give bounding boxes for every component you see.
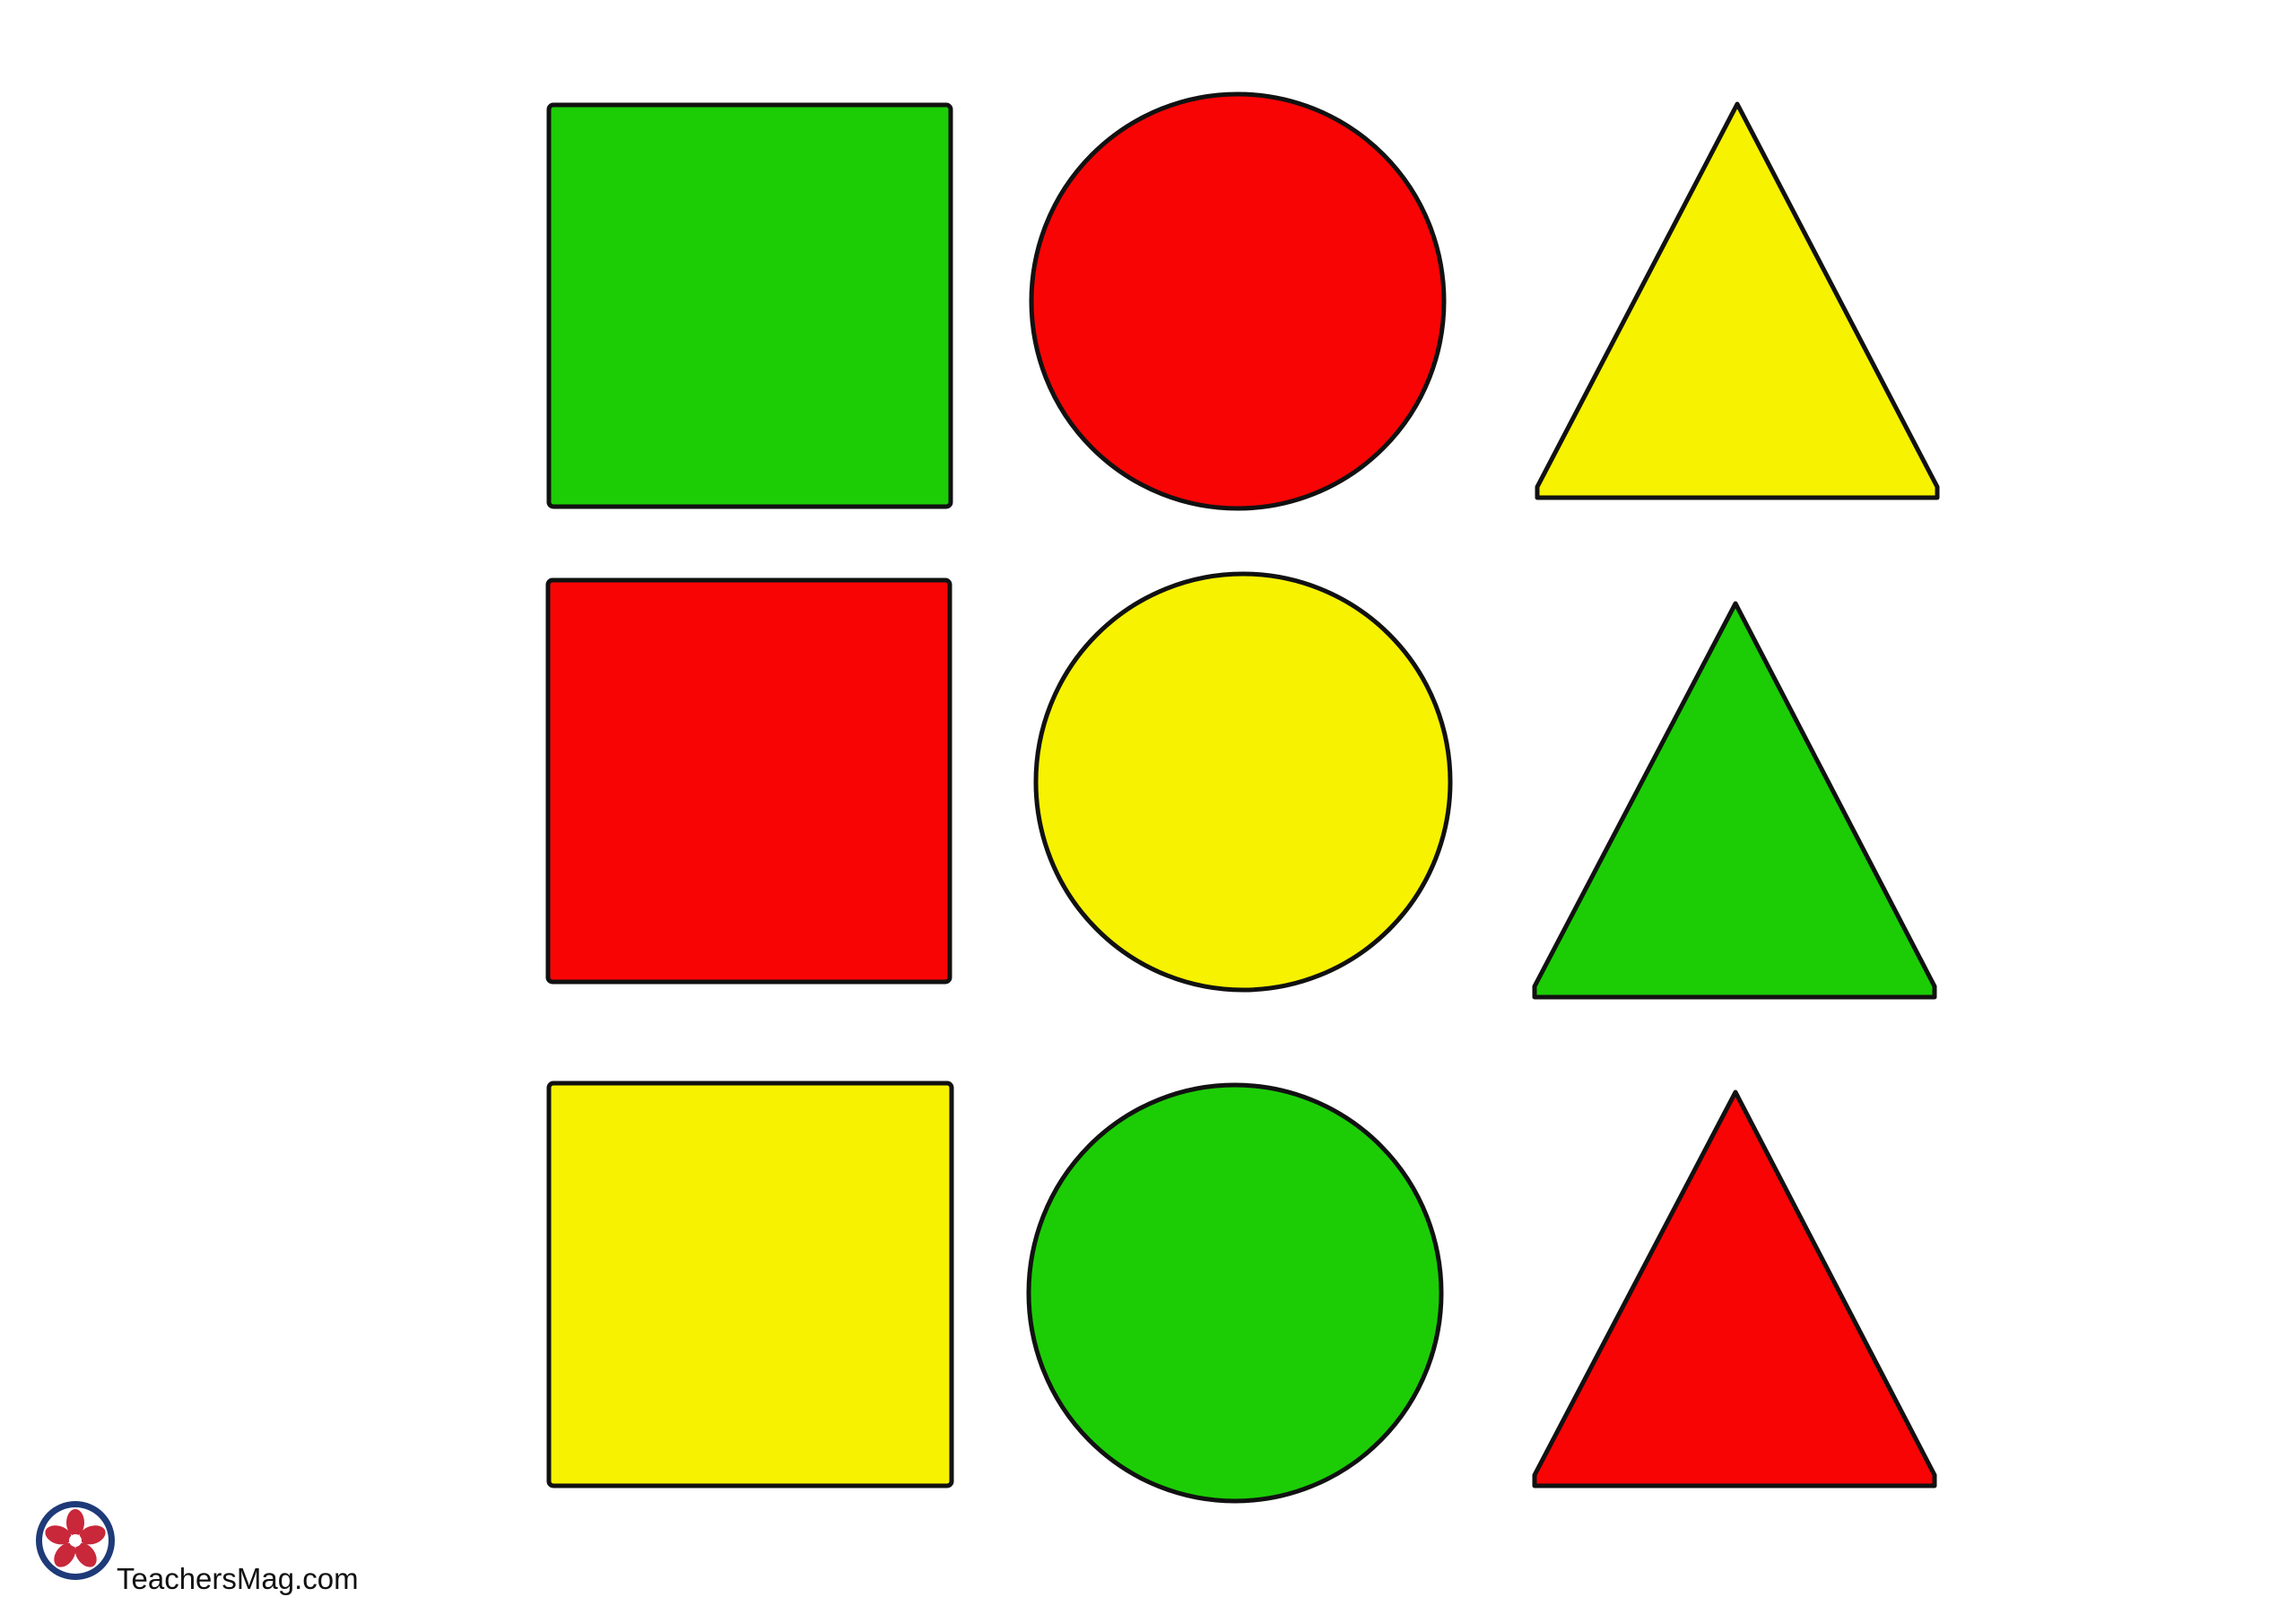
circle-r1 [1029,91,1447,511]
square-r2 [545,577,952,985]
square-r3 [546,1081,954,1488]
circle-r3 [1026,1082,1444,1504]
triangle-r1 [1535,101,1940,500]
triangle-r3 [1532,1089,1937,1488]
logo-center [69,1534,82,1547]
brand-text: TeachersMag.com [117,1562,359,1595]
flower-logo-icon [34,1499,117,1582]
logo-petals [45,1509,106,1567]
square-r1 [546,102,953,509]
triangle-r2 [1532,601,1937,1000]
circle-r2 [1033,571,1453,993]
